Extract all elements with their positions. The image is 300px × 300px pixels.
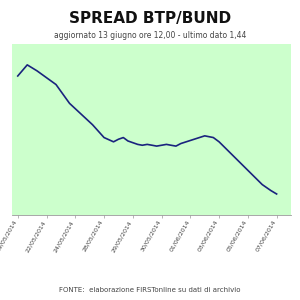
Text: SPREAD BTP/BUND: SPREAD BTP/BUND [69,11,231,26]
Text: FONTE:  elaborazione FIRSTonline su dati di archivio: FONTE: elaborazione FIRSTonline su dati … [59,286,241,292]
Text: aggiornato 13 giugno ore 12,00 - ultimo dato 1,44: aggiornato 13 giugno ore 12,00 - ultimo … [54,32,246,40]
